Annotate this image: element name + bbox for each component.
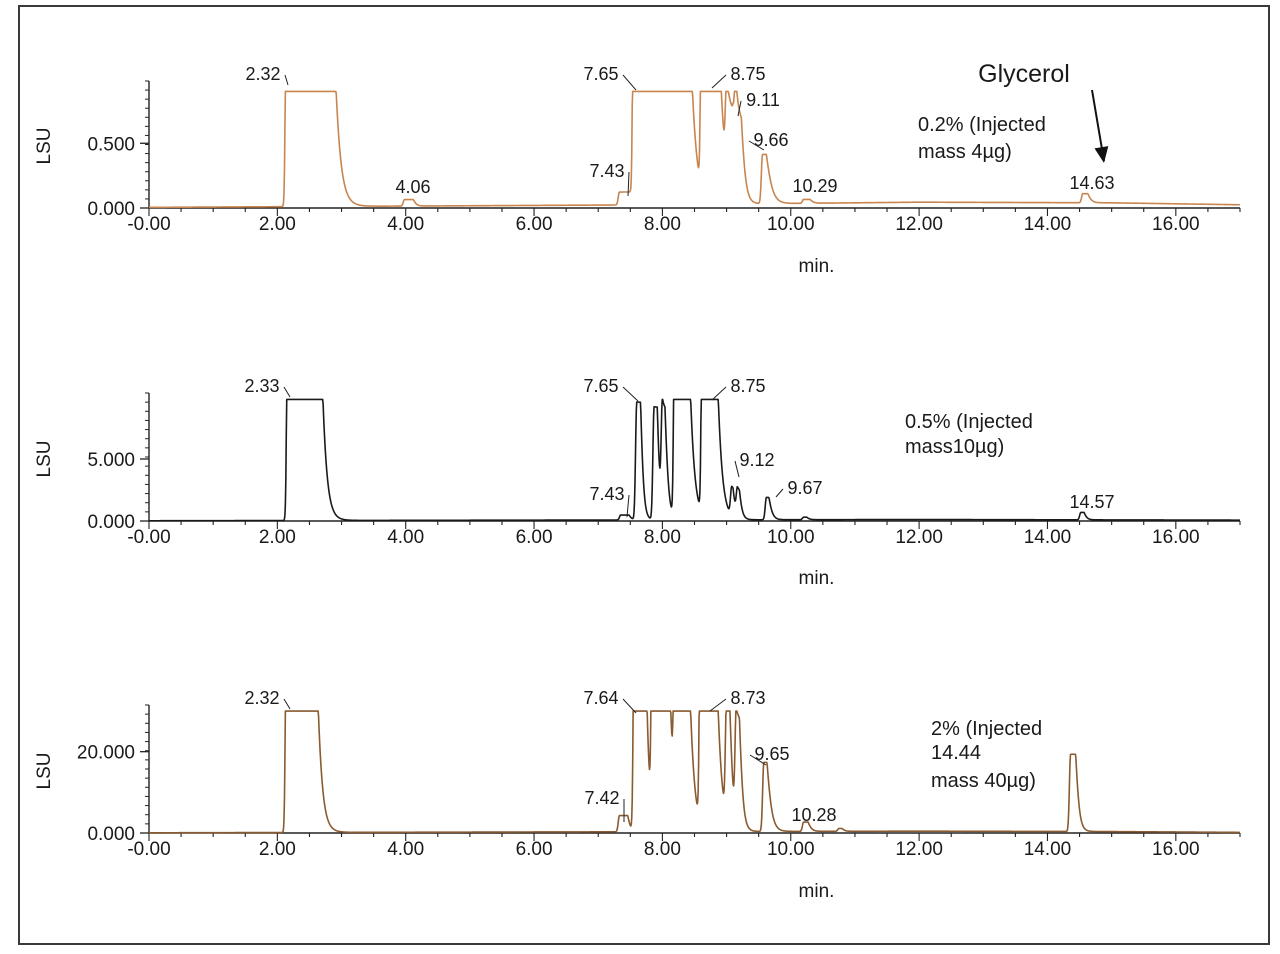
- x-tick-label: 16.00: [1152, 527, 1200, 548]
- y-tick-label: 0.000: [87, 199, 135, 220]
- x-tick-label: 14.00: [1024, 214, 1072, 235]
- x-tick-label: 10.00: [767, 527, 815, 548]
- peak-label: 9.65: [754, 744, 789, 764]
- peak-leader-line: [283, 386, 291, 398]
- x-tick-label: 14.00: [1024, 527, 1072, 548]
- x-tick-label: 12.00: [895, 527, 943, 548]
- peak-leader-line: [627, 171, 630, 197]
- y-axis-title: LSU: [34, 753, 55, 790]
- annotation-text: 0.5% (Injected: [905, 411, 1033, 433]
- x-tick-label: 16.00: [1152, 839, 1200, 860]
- peak-label: 14.63: [1069, 173, 1114, 193]
- y-tick-label: 5.000: [87, 450, 135, 471]
- peak-label: 7.42: [584, 788, 619, 808]
- chart-panel-middle: -0.00 2.00 4.00 6.00 8.00 10.00 12.00 14.00 16.0…: [34, 376, 1241, 589]
- x-tick-label: 6.00: [516, 839, 553, 860]
- series-line: [148, 90, 1241, 209]
- series-line: [148, 398, 1241, 522]
- y-tick-label: 0.500: [87, 134, 135, 155]
- peak-label: 8.73: [730, 688, 765, 708]
- x-tick-label: -0.00: [127, 527, 170, 548]
- x-tick-label: 2.00: [259, 214, 296, 235]
- annotation-text: 0.2% (Injected: [918, 114, 1046, 136]
- x-tick-label: 8.00: [644, 839, 681, 860]
- x-tick-label: 6.00: [516, 527, 553, 548]
- peak-leader-line: [622, 698, 637, 714]
- peak-leader-line: [283, 698, 291, 710]
- peak-leader-line: [622, 74, 637, 91]
- peak-leader-line: [284, 74, 289, 86]
- peak-leader-line: [711, 74, 727, 89]
- x-tick-label: -0.00: [127, 214, 170, 235]
- x-axis-title: min.: [799, 881, 835, 902]
- glycerol-arrow-head: [1094, 146, 1109, 163]
- peak-label: 10.29: [792, 176, 837, 196]
- peak-label: 9.12: [739, 450, 774, 470]
- peak-label: 9.67: [787, 478, 822, 498]
- x-tick-label: 8.00: [644, 527, 681, 548]
- y-tick-label: 0.000: [87, 824, 135, 845]
- y-tick-label: 0.000: [87, 512, 135, 533]
- y-axis-title: LSU: [34, 441, 55, 478]
- x-tick-label: 4.00: [387, 527, 424, 548]
- annotation-text: 2% (Injected: [931, 718, 1042, 740]
- annotation-text: Glycerol: [978, 60, 1070, 88]
- peak-leader-line: [709, 698, 727, 712]
- peak-label: 2.32: [245, 64, 280, 84]
- peak-label: 2.32: [244, 688, 279, 708]
- annotation-text: 14.44: [931, 742, 981, 764]
- x-tick-label: 6.00: [516, 214, 553, 235]
- series-line: [148, 710, 1241, 834]
- x-tick-label: 2.00: [259, 839, 296, 860]
- peak-leader-line: [749, 754, 767, 766]
- chart-panel-bottom: -0.00 2.00 4.00 6.00 8.00 10.00 12.00 14.00 16.0…: [34, 688, 1241, 902]
- annotation-text: mass 4µg): [918, 141, 1012, 163]
- peak-leader-line: [622, 386, 639, 402]
- y-axis-title: LSU: [34, 128, 55, 165]
- peak-label: 8.75: [730, 376, 765, 396]
- x-axis-title: min.: [799, 568, 835, 589]
- peak-label: 14.57: [1069, 492, 1114, 512]
- peak-label: 7.65: [583, 64, 618, 84]
- y-tick-label: 20.000: [77, 743, 135, 764]
- x-tick-label: 4.00: [387, 839, 424, 860]
- peak-leader-line: [711, 386, 727, 401]
- peak-label: 7.43: [589, 484, 624, 504]
- peak-label: 2.33: [244, 376, 279, 396]
- figure-frame: [18, 5, 1270, 945]
- x-tick-label: 8.00: [644, 214, 681, 235]
- peak-label: 7.65: [583, 376, 618, 396]
- peak-leader-line: [748, 140, 765, 151]
- x-tick-label: 10.00: [767, 214, 815, 235]
- peak-leader-line: [734, 460, 740, 478]
- peak-label: 8.75: [730, 64, 765, 84]
- peak-label: 7.64: [583, 688, 618, 708]
- x-tick-label: 12.00: [895, 214, 943, 235]
- x-tick-label: -0.00: [127, 839, 170, 860]
- peak-leader-line: [737, 100, 742, 117]
- peak-label: 9.11: [746, 90, 780, 110]
- peak-label: 4.06: [395, 177, 430, 197]
- chart-panel-top: -0.00 2.00 4.00 6.00 8.00 10.00 12.00 14.00 16.0…: [34, 60, 1241, 277]
- annotation-text: mass 40µg): [931, 770, 1036, 792]
- peak-label: 7.43: [589, 161, 624, 181]
- peak-label: 10.28: [791, 805, 836, 825]
- x-tick-label: 12.00: [895, 839, 943, 860]
- x-tick-label: 16.00: [1152, 214, 1200, 235]
- peak-label: 9.66: [753, 130, 788, 150]
- x-tick-label: 2.00: [259, 527, 296, 548]
- x-tick-label: 10.00: [767, 839, 815, 860]
- x-tick-label: 4.00: [387, 214, 424, 235]
- peak-leader-line: [775, 488, 784, 498]
- x-tick-label: 14.00: [1024, 839, 1072, 860]
- annotation-text: mass10µg): [905, 436, 1004, 458]
- x-axis-title: min.: [799, 256, 835, 277]
- peak-leader-line: [626, 494, 630, 518]
